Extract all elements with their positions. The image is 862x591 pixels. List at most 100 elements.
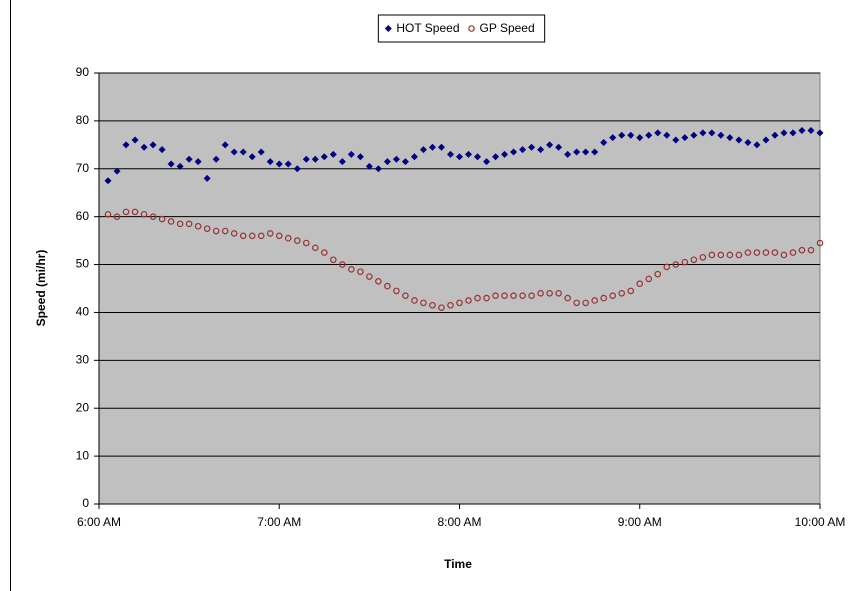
point (393, 287, 400, 295)
point (807, 246, 815, 254)
point (446, 150, 454, 158)
point (555, 143, 563, 151)
point (492, 153, 500, 161)
y-tick-label: 0 (82, 496, 89, 510)
point (248, 153, 256, 161)
point (158, 146, 166, 154)
point (546, 141, 554, 149)
point (465, 150, 473, 158)
point (636, 134, 644, 142)
point (690, 131, 698, 139)
point (104, 210, 112, 218)
point (221, 141, 229, 149)
point (284, 234, 292, 242)
x-tick-label: 8:00 AM (437, 515, 481, 529)
point (113, 167, 121, 175)
point (392, 155, 400, 163)
legend-marker (384, 25, 392, 32)
point (609, 292, 617, 299)
point (239, 232, 247, 240)
point (338, 158, 346, 166)
point (510, 148, 518, 156)
point (248, 232, 256, 240)
point (429, 301, 436, 309)
point (645, 275, 653, 283)
point (167, 160, 175, 168)
y-tick-label: 70 (76, 161, 90, 175)
point (374, 165, 382, 173)
point (591, 148, 599, 156)
point (428, 143, 436, 151)
point (465, 297, 472, 304)
point (401, 158, 409, 166)
point (816, 129, 824, 137)
point (681, 258, 689, 266)
point (366, 273, 373, 280)
point (122, 141, 130, 149)
point (690, 256, 698, 264)
point (348, 266, 355, 273)
point (203, 225, 211, 232)
y-tick-label: 80 (76, 113, 90, 127)
point (528, 143, 536, 151)
point (546, 289, 553, 297)
point (582, 299, 589, 307)
point (582, 148, 590, 156)
legend-label: HOT Speed (396, 21, 459, 35)
point (330, 256, 337, 264)
point (221, 227, 229, 235)
point (501, 292, 508, 299)
point (717, 251, 725, 259)
point (293, 237, 301, 244)
point (437, 143, 445, 151)
y-tick-label: 90 (76, 65, 90, 79)
point (239, 148, 247, 156)
point (699, 254, 707, 261)
y-tick-label: 40 (76, 305, 90, 319)
point (672, 261, 680, 268)
point (492, 292, 499, 299)
y-tick-label: 30 (76, 353, 90, 367)
point (230, 148, 238, 156)
point (753, 249, 761, 256)
point (699, 129, 707, 137)
point (726, 134, 734, 142)
point (654, 129, 662, 137)
point (402, 292, 409, 299)
point (564, 150, 572, 158)
point (212, 155, 220, 163)
point (645, 131, 653, 139)
point (321, 249, 328, 256)
point (131, 136, 139, 144)
point (194, 222, 202, 230)
point (537, 289, 544, 297)
point (329, 150, 337, 158)
point (789, 249, 797, 256)
point (591, 297, 598, 304)
point (302, 239, 310, 247)
point (383, 158, 391, 166)
y-tick-label: 20 (76, 400, 90, 414)
point (618, 289, 626, 297)
point (528, 292, 535, 299)
point (257, 148, 265, 156)
point (419, 146, 427, 154)
point (609, 134, 617, 142)
y-tick-label: 50 (76, 257, 90, 271)
x-tick-label: 6:00 AM (77, 515, 121, 529)
point (618, 131, 626, 139)
point (519, 292, 526, 299)
point (735, 136, 743, 144)
point (104, 177, 112, 185)
point (816, 239, 824, 247)
point (420, 299, 427, 307)
point (663, 263, 671, 271)
point (311, 244, 319, 252)
point (266, 158, 274, 166)
point (456, 153, 463, 161)
point (762, 136, 770, 144)
point (275, 160, 283, 168)
point (501, 150, 509, 158)
point (131, 208, 139, 216)
